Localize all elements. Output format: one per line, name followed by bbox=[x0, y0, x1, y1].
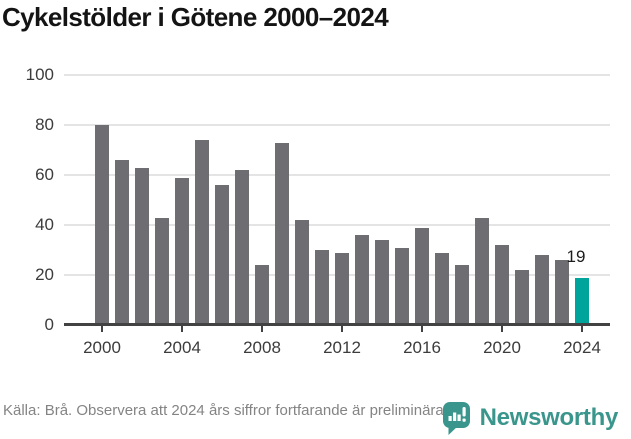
bar-2000 bbox=[95, 125, 109, 325]
bar-2017 bbox=[435, 252, 449, 325]
bar-2014 bbox=[375, 240, 389, 325]
y-tick-label-40: 40 bbox=[35, 215, 54, 234]
bar-2009 bbox=[275, 142, 289, 325]
bar-2012 bbox=[335, 252, 349, 325]
y-tick-label-60: 60 bbox=[35, 165, 54, 184]
y-tick-label-100: 100 bbox=[25, 65, 54, 84]
bar-2018 bbox=[455, 265, 469, 325]
x-tick-2000 bbox=[101, 326, 103, 332]
y-tick-label-20: 20 bbox=[35, 265, 54, 284]
x-tick-label-2004: 2004 bbox=[163, 338, 201, 357]
x-tick-label-2008: 2008 bbox=[243, 338, 281, 357]
newsworthy-wordmark: Newsworthy bbox=[479, 404, 619, 431]
x-tick-label-2020: 2020 bbox=[483, 338, 521, 357]
x-tick-2004 bbox=[181, 326, 183, 332]
bar-2013 bbox=[355, 235, 369, 325]
bar-2002 bbox=[135, 167, 149, 325]
x-tick-2020 bbox=[501, 326, 503, 332]
newsworthy-logo: Newsworthy bbox=[441, 399, 618, 437]
y-tick-label-0: 0 bbox=[44, 315, 54, 334]
gridline-y60 bbox=[64, 174, 610, 176]
x-tick-label-2012: 2012 bbox=[323, 338, 361, 357]
plot-area bbox=[64, 74, 610, 332]
bar-2015 bbox=[395, 247, 409, 325]
bar-2020 bbox=[495, 245, 509, 325]
x-tick-label-2024: 2024 bbox=[563, 338, 601, 357]
gridline-y40 bbox=[64, 224, 610, 226]
gridline-y80 bbox=[64, 124, 610, 126]
newsworthy-bubble-chart-icon bbox=[442, 402, 470, 435]
bar-2011 bbox=[315, 250, 329, 325]
bar-2008 bbox=[255, 265, 269, 325]
gridline-y100 bbox=[64, 74, 610, 76]
bar-2023 bbox=[555, 260, 569, 325]
x-tick-2008 bbox=[261, 326, 263, 332]
source-note: Källa: Brå. Observera att 2024 års siffr… bbox=[3, 402, 448, 419]
bar-2007 bbox=[235, 170, 249, 325]
bar-2016 bbox=[415, 227, 429, 325]
highlight-value-label: 19 bbox=[566, 246, 586, 266]
x-tick-2024 bbox=[581, 326, 583, 332]
bar-2019 bbox=[475, 217, 489, 325]
bar-2003 bbox=[155, 217, 169, 325]
x-tick-2016 bbox=[421, 326, 423, 332]
x-tick-label-2016: 2016 bbox=[403, 338, 441, 357]
x-tick-2012 bbox=[341, 326, 343, 332]
bar-2006 bbox=[215, 185, 229, 325]
bar-2024 bbox=[575, 277, 589, 325]
bar-2004 bbox=[175, 177, 189, 325]
bar-2005 bbox=[195, 140, 209, 325]
y-tick-label-80: 80 bbox=[35, 115, 54, 134]
bar-2010 bbox=[295, 220, 309, 325]
bar-2021 bbox=[515, 270, 529, 325]
chart-title: Cykelstölder i Götene 2000–2024 bbox=[2, 2, 389, 32]
bar-2001 bbox=[115, 160, 129, 325]
x-tick-label-2000: 2000 bbox=[83, 338, 121, 357]
bar-2022 bbox=[535, 255, 549, 325]
x-axis-line bbox=[64, 323, 610, 326]
